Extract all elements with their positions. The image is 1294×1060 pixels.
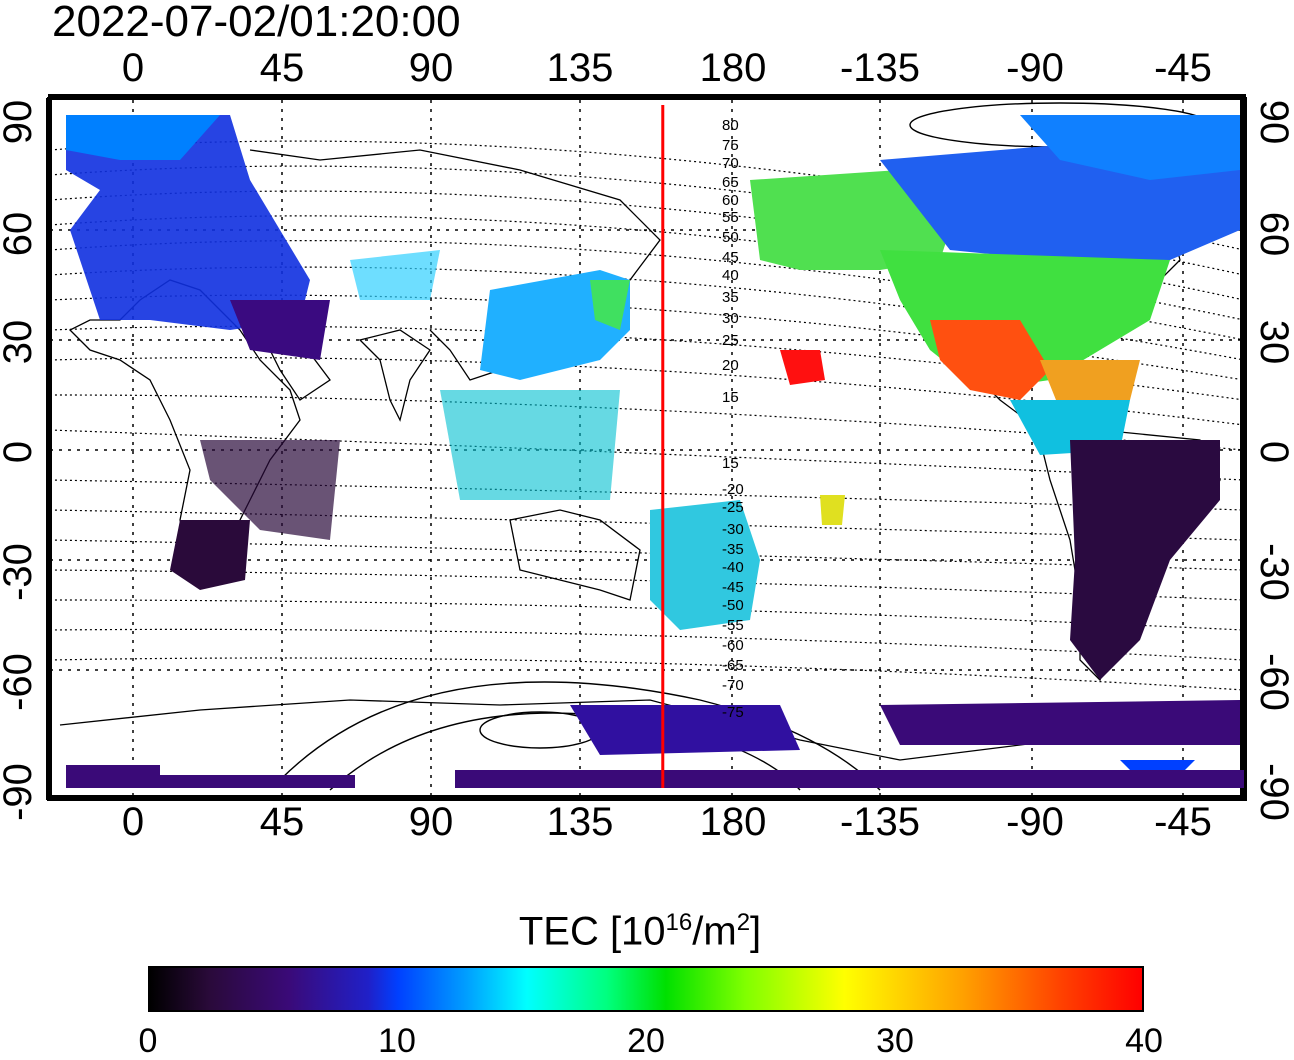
lon-top-180: 180 bbox=[699, 46, 767, 90]
mlat-label: 25 bbox=[722, 332, 739, 349]
tec-patch-se-asia bbox=[440, 390, 620, 500]
frame-top-bar bbox=[48, 94, 1246, 100]
tec-patch-greenland bbox=[1020, 115, 1240, 180]
tec-patch-mideast bbox=[230, 300, 330, 360]
mlat-label: 40 bbox=[722, 267, 739, 284]
frame-left-bar bbox=[46, 98, 52, 800]
mlat-label: -40 bbox=[722, 559, 744, 576]
mlat-label: 35 bbox=[722, 289, 739, 306]
timestamp-title: 2022-07-02/01:20:00 bbox=[52, 0, 461, 46]
mlat-label: -55 bbox=[722, 617, 744, 634]
mlat-label: 70 bbox=[722, 155, 739, 172]
colorbar-tick-10: 10 bbox=[378, 1022, 416, 1060]
lon-bottom-90: 90 bbox=[408, 800, 454, 844]
mlat-label: 15 bbox=[722, 389, 739, 406]
mlat-label: -35 bbox=[722, 541, 744, 558]
lon-bottom-0: 0 bbox=[121, 800, 145, 844]
magnetic-lat-labels: 80 75 70 65 60 55 50 45 40 35 30 25 20 1… bbox=[722, 117, 744, 721]
lon-bottom-m135: -135 bbox=[839, 800, 921, 844]
lon-bottom-45: 45 bbox=[259, 800, 305, 844]
colorbar-tick-30: 30 bbox=[876, 1022, 914, 1060]
mlat-label: -20 bbox=[722, 481, 744, 498]
tec-patch-hawaii bbox=[780, 350, 825, 385]
lon-top-135: 135 bbox=[546, 46, 614, 90]
lon-top-45: 45 bbox=[259, 46, 305, 90]
tec-patch-pacific-small bbox=[820, 495, 845, 525]
mlat-label: 75 bbox=[722, 137, 739, 154]
tec-patch-mexico bbox=[930, 320, 1050, 400]
colorbar-tick-20: 20 bbox=[627, 1022, 665, 1060]
tec-patch-southafrica bbox=[170, 520, 250, 590]
tec-patch-southamerica bbox=[1070, 440, 1220, 680]
mlat-label: -75 bbox=[722, 704, 744, 721]
tec-patches bbox=[66, 115, 1244, 788]
tec-patch-nz bbox=[650, 500, 760, 630]
frame-right-bar bbox=[1240, 98, 1246, 800]
mlat-label: -50 bbox=[722, 597, 744, 614]
tec-patch-antarctica-peninsula bbox=[570, 705, 800, 755]
tec-patch-antarctica-band bbox=[66, 775, 355, 788]
mlat-label: 30 bbox=[722, 310, 739, 327]
tec-patch-caribbean bbox=[1040, 360, 1140, 410]
mlat-label: -65 bbox=[722, 657, 744, 674]
lon-bottom-135: 135 bbox=[546, 800, 614, 844]
lon-bottom-m90: -90 bbox=[1006, 800, 1064, 844]
lon-top-m45: -45 bbox=[1154, 46, 1212, 90]
india-coast bbox=[358, 329, 431, 422]
mlat-label: 55 bbox=[722, 209, 739, 226]
lon-top-m90: -90 bbox=[1006, 46, 1064, 90]
mlat-label: -25 bbox=[722, 499, 744, 516]
mlat-label: 20 bbox=[722, 357, 739, 374]
lon-bottom-180: 180 bbox=[699, 800, 767, 844]
frame-bottom-bar bbox=[48, 795, 1246, 801]
mlat-label: -70 bbox=[722, 677, 744, 694]
australia-coast bbox=[509, 509, 641, 601]
colorbar-title: TEC [1016/m2] bbox=[518, 909, 762, 954]
mlat-label: -60 bbox=[722, 637, 744, 654]
mlat-label: 65 bbox=[722, 174, 739, 191]
mlat-label: -45 bbox=[722, 579, 744, 596]
lon-top-m135: -135 bbox=[839, 46, 921, 90]
mlat-label: 50 bbox=[722, 229, 739, 246]
tec-patch-europe bbox=[66, 115, 310, 330]
tec-patch-antarctica-east bbox=[455, 770, 1244, 788]
lon-top-0: 0 bbox=[121, 46, 145, 90]
lon-bottom-m45: -45 bbox=[1154, 800, 1212, 844]
tec-patch-weddell bbox=[1120, 760, 1195, 770]
colorbar bbox=[148, 966, 1144, 1012]
tec-patch-antarctica-mid bbox=[880, 700, 1240, 745]
tec-patch-scandinavia bbox=[66, 115, 220, 160]
colorbar-tick-40: 40 bbox=[1125, 1022, 1163, 1060]
tec-patch-japan bbox=[590, 280, 630, 330]
mlat-label: 80 bbox=[722, 117, 739, 134]
mlat-label: 45 bbox=[722, 249, 739, 266]
mlat-label: -30 bbox=[722, 521, 744, 538]
tec-patch-eastafrica bbox=[200, 440, 340, 540]
tec-patch-centralasia bbox=[350, 250, 440, 300]
mlat-label: 60 bbox=[722, 192, 739, 209]
colorbar-tick-0: 0 bbox=[138, 1022, 158, 1060]
lon-top-90: 90 bbox=[408, 46, 454, 90]
mlat-label: 15 bbox=[722, 455, 739, 472]
